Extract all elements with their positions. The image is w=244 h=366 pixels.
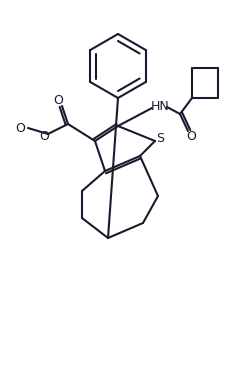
Text: O: O [53,94,63,108]
Text: O: O [39,130,49,142]
Text: HN: HN [151,100,169,112]
Text: O: O [186,130,196,142]
Text: O: O [15,122,25,134]
Text: S: S [156,131,164,145]
